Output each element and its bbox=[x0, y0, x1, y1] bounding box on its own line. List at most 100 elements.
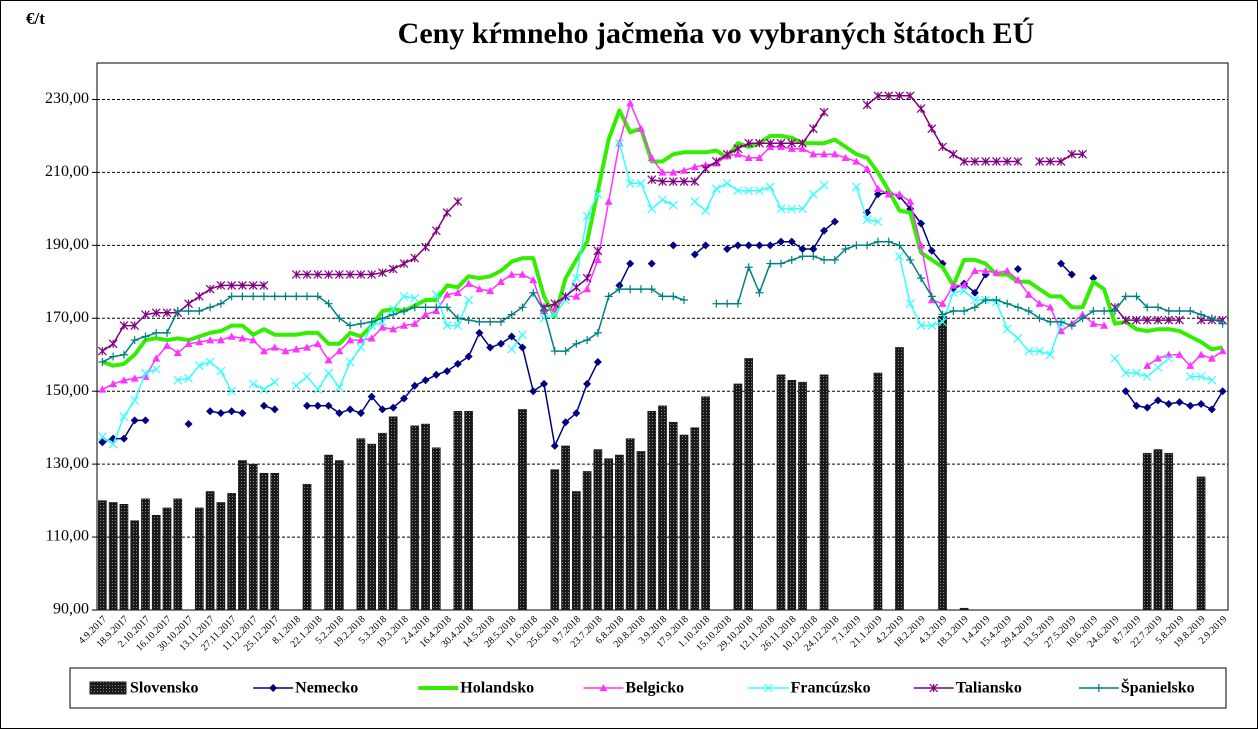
point-marker bbox=[991, 157, 1001, 166]
point-marker bbox=[830, 217, 839, 226]
bar bbox=[324, 454, 333, 611]
series-line bbox=[101, 108, 1223, 368]
point-marker bbox=[884, 91, 894, 101]
point-marker bbox=[1013, 265, 1022, 274]
point-marker bbox=[98, 358, 107, 367]
point-marker bbox=[1186, 401, 1195, 410]
point-marker bbox=[324, 270, 334, 279]
point-marker bbox=[992, 268, 1001, 276]
y-tick-label: 130,00 bbox=[45, 455, 89, 472]
point-marker bbox=[184, 374, 193, 383]
point-marker bbox=[1175, 350, 1184, 358]
point-marker bbox=[410, 293, 420, 303]
point-marker bbox=[550, 299, 560, 309]
point-marker bbox=[227, 407, 236, 416]
point-marker bbox=[787, 204, 797, 214]
point-marker bbox=[486, 343, 495, 352]
point-marker bbox=[248, 379, 258, 389]
point-marker bbox=[992, 296, 1001, 305]
point-marker bbox=[1046, 303, 1055, 311]
point-marker bbox=[1132, 292, 1141, 301]
bar bbox=[421, 423, 430, 611]
y-axis-label: €/t bbox=[26, 9, 45, 28]
point-marker bbox=[130, 416, 139, 425]
point-marker bbox=[711, 157, 721, 166]
point-marker bbox=[1024, 290, 1033, 298]
legend-marker bbox=[1094, 684, 1103, 692]
point-marker bbox=[917, 274, 926, 283]
point-marker bbox=[647, 153, 656, 162]
point-marker bbox=[766, 241, 775, 250]
point-marker bbox=[291, 381, 301, 391]
point-marker bbox=[647, 175, 657, 185]
point-marker bbox=[1002, 324, 1012, 334]
point-marker bbox=[442, 321, 452, 330]
point-marker bbox=[518, 343, 527, 352]
point-marker bbox=[184, 306, 193, 315]
point-marker bbox=[453, 314, 462, 323]
point-marker bbox=[388, 264, 398, 274]
point-marker bbox=[313, 292, 322, 301]
point-marker bbox=[507, 332, 516, 341]
point-marker bbox=[744, 153, 753, 162]
point-marker bbox=[356, 336, 365, 344]
point-marker bbox=[776, 259, 785, 268]
point-marker bbox=[1207, 405, 1216, 414]
point-marker bbox=[248, 281, 258, 290]
bar bbox=[378, 432, 387, 611]
point-marker bbox=[733, 241, 742, 250]
point-marker bbox=[1002, 157, 1012, 166]
point-marker bbox=[905, 299, 915, 309]
point-marker bbox=[895, 91, 904, 101]
point-marker bbox=[1089, 306, 1098, 315]
point-marker bbox=[313, 270, 323, 279]
bar bbox=[302, 483, 312, 611]
point-marker bbox=[895, 241, 904, 250]
bar bbox=[895, 347, 904, 611]
bar bbox=[647, 411, 657, 611]
point-marker bbox=[227, 332, 236, 340]
point-marker bbox=[356, 319, 365, 328]
point-marker bbox=[927, 292, 936, 301]
point-marker bbox=[324, 368, 334, 378]
bar bbox=[1164, 452, 1174, 611]
point-marker bbox=[259, 281, 269, 290]
point-marker bbox=[744, 263, 753, 272]
point-marker bbox=[1121, 387, 1130, 396]
point-marker bbox=[356, 409, 365, 418]
point-marker bbox=[593, 358, 602, 367]
point-marker bbox=[259, 401, 268, 410]
point-marker bbox=[1207, 314, 1216, 323]
point-marker bbox=[173, 375, 183, 385]
point-marker bbox=[981, 266, 990, 275]
point-marker bbox=[205, 284, 215, 294]
point-marker bbox=[1121, 292, 1130, 301]
bar bbox=[561, 445, 570, 611]
point-marker bbox=[292, 292, 301, 301]
point-marker bbox=[830, 150, 839, 158]
point-marker bbox=[787, 237, 796, 246]
point-marker bbox=[432, 370, 441, 379]
point-marker bbox=[658, 292, 667, 301]
point-marker bbox=[733, 299, 742, 308]
point-marker bbox=[561, 347, 570, 356]
point-marker bbox=[163, 341, 172, 349]
point-marker bbox=[303, 343, 312, 351]
point-marker bbox=[1207, 354, 1216, 362]
legend-label: Belgicko bbox=[625, 680, 684, 697]
point-marker bbox=[431, 226, 441, 236]
point-marker bbox=[572, 292, 581, 300]
point-marker bbox=[1035, 314, 1044, 323]
point-marker bbox=[464, 295, 474, 305]
bar bbox=[668, 421, 678, 611]
point-marker bbox=[1164, 306, 1173, 315]
point-marker bbox=[292, 345, 301, 353]
point-marker bbox=[421, 242, 430, 252]
bar bbox=[259, 473, 269, 611]
point-marker bbox=[690, 162, 699, 171]
bar bbox=[518, 409, 527, 611]
point-marker bbox=[518, 303, 527, 312]
point-marker bbox=[270, 377, 280, 387]
bar bbox=[787, 380, 797, 611]
point-marker bbox=[701, 164, 711, 174]
